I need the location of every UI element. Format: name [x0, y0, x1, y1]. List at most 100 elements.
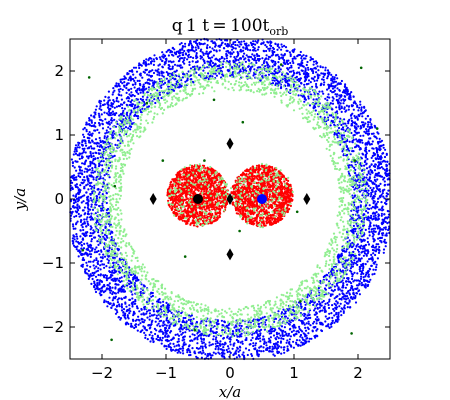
data-point	[280, 311, 284, 314]
data-point	[328, 312, 331, 315]
data-point	[86, 216, 89, 219]
data-point	[366, 114, 370, 118]
data-point	[71, 237, 74, 240]
data-point	[219, 334, 222, 337]
data-point	[373, 169, 377, 172]
data-point	[162, 321, 165, 324]
data-point	[95, 195, 98, 198]
data-point	[164, 327, 168, 330]
data-point	[75, 185, 78, 188]
data-point	[338, 120, 341, 123]
data-point	[109, 114, 112, 117]
data-point	[268, 329, 271, 333]
data-point	[283, 351, 286, 354]
data-point	[167, 339, 170, 342]
data-point	[355, 244, 358, 247]
data-point	[134, 324, 137, 327]
data-point	[90, 114, 93, 117]
data-point	[83, 213, 86, 216]
data-point	[291, 60, 294, 63]
data-point	[275, 54, 278, 57]
data-point	[119, 80, 122, 83]
data-point	[292, 329, 295, 332]
data-point	[330, 73, 333, 76]
data-point	[223, 57, 226, 61]
data-point	[283, 44, 286, 48]
data-point	[284, 330, 287, 334]
data-point	[298, 71, 301, 74]
data-point	[290, 64, 293, 67]
data-point	[283, 59, 286, 62]
data-point	[143, 306, 146, 309]
data-point	[124, 126, 128, 129]
data-point	[365, 273, 368, 276]
data-point	[374, 135, 377, 138]
data-point	[121, 82, 124, 85]
data-point	[98, 149, 102, 152]
data-point	[84, 140, 87, 143]
data-point	[124, 317, 127, 320]
data-point	[96, 278, 99, 282]
data-point	[358, 265, 361, 269]
data-point	[120, 303, 123, 306]
data-point	[101, 289, 104, 292]
data-point	[381, 205, 384, 208]
data-point	[146, 310, 149, 313]
data-point	[286, 73, 290, 76]
data-point	[177, 334, 181, 337]
data-point	[382, 251, 385, 254]
data-point	[170, 311, 173, 314]
data-point	[136, 87, 139, 91]
data-point	[306, 60, 309, 64]
data-point	[248, 349, 251, 352]
data-point	[337, 99, 340, 102]
data-point	[253, 54, 256, 57]
data-point	[92, 260, 95, 263]
data-point	[117, 316, 121, 319]
data-point	[373, 182, 376, 186]
data-point	[322, 299, 325, 303]
data-point	[89, 246, 92, 249]
data-point	[313, 79, 316, 82]
data-point	[268, 65, 271, 68]
data-point	[199, 337, 203, 340]
data-point	[366, 211, 370, 214]
data-point	[374, 192, 377, 196]
data-point	[250, 353, 253, 356]
data-point	[151, 69, 154, 72]
data-point	[245, 54, 248, 57]
data-point	[135, 276, 138, 279]
data-point	[365, 176, 368, 179]
data-point	[179, 48, 182, 51]
data-point	[166, 335, 169, 338]
data-point	[351, 140, 354, 143]
data-point	[267, 55, 270, 59]
data-point	[354, 131, 357, 134]
data-point	[306, 73, 309, 76]
data-point	[77, 255, 80, 258]
data-point	[323, 305, 326, 308]
data-point	[131, 293, 134, 296]
data-point	[259, 340, 262, 343]
data-point	[345, 145, 348, 148]
data-point	[301, 69, 304, 72]
data-point	[263, 60, 266, 63]
data-point	[326, 72, 329, 75]
data-point	[148, 333, 151, 336]
data-point	[127, 127, 130, 130]
data-point	[316, 79, 319, 82]
data-point	[183, 56, 186, 60]
data-point	[83, 242, 86, 245]
data-point	[77, 212, 80, 216]
data-point	[157, 322, 160, 325]
data-point	[354, 230, 357, 233]
data-point	[299, 333, 303, 337]
data-point	[71, 161, 74, 165]
data-point	[333, 285, 336, 288]
data-point	[200, 340, 203, 343]
data-point	[358, 114, 361, 118]
data-point	[155, 57, 158, 60]
data-point	[240, 332, 243, 335]
data-point	[132, 310, 135, 313]
data-point	[379, 195, 382, 198]
